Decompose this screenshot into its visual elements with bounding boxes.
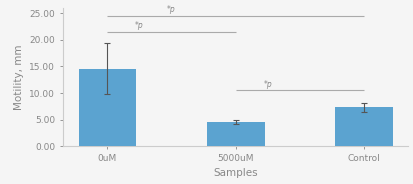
Bar <box>206 122 264 146</box>
Text: *p: *p <box>167 5 176 14</box>
Text: *p: *p <box>135 21 144 30</box>
X-axis label: Samples: Samples <box>213 168 257 178</box>
Text: *p: *p <box>263 80 271 89</box>
Bar <box>78 69 136 146</box>
Bar <box>334 107 392 146</box>
Y-axis label: Motility, mm: Motility, mm <box>14 44 24 110</box>
